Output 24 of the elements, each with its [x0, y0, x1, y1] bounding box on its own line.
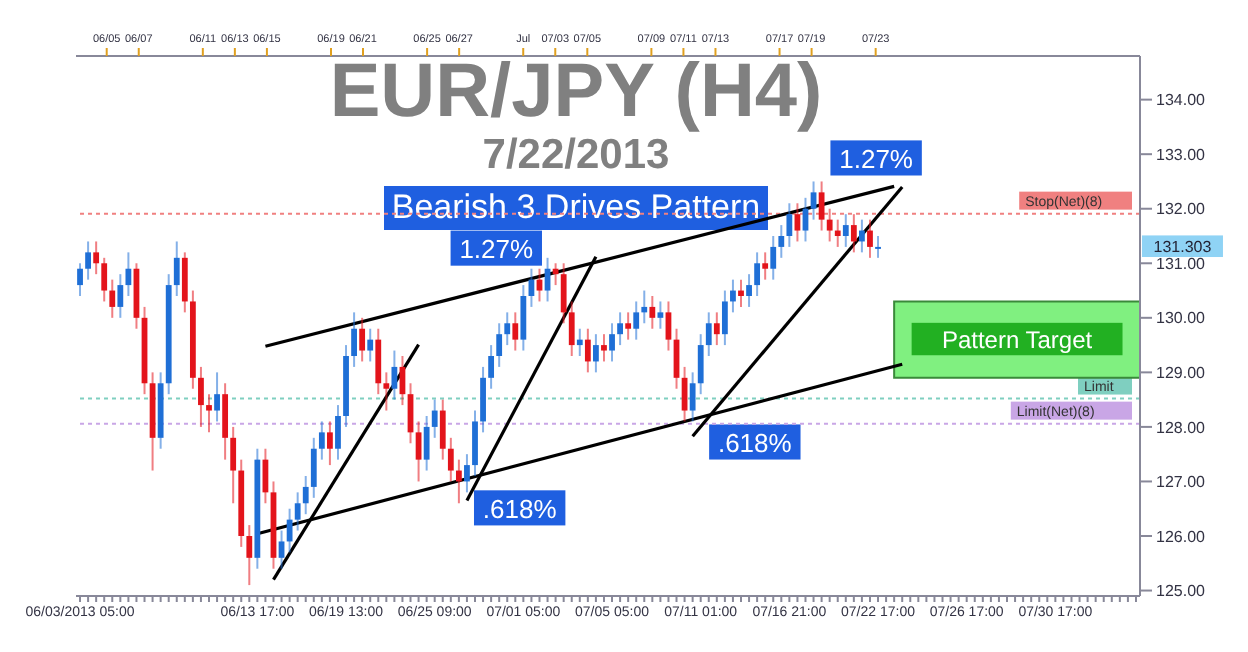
y-tick-label: 133.00: [1156, 145, 1207, 164]
y-tick-label: 127.00: [1156, 473, 1207, 492]
y-tick-label: 129.00: [1156, 364, 1207, 383]
label-tag: 1.27%: [450, 230, 542, 266]
annotation: 1.27%: [459, 233, 535, 264]
y-tick-label: 131.00: [1156, 254, 1207, 273]
label-tag: 1.27%: [830, 140, 922, 176]
text: 7/22/2013: [482, 132, 670, 178]
label-tag: Pattern Target: [911, 322, 1123, 356]
y-tick-label: 134.00: [1156, 91, 1207, 110]
label-tag: .618%: [474, 490, 566, 526]
label-tag: .618%: [709, 424, 801, 460]
y-tick-label: 125.00: [1156, 582, 1207, 601]
annotation: 1.27%: [839, 143, 914, 174]
chart-title: EUR/JPY (H4): [327, 50, 825, 134]
annotation: .618%: [717, 427, 793, 458]
y-tick-label: 126.00: [1156, 527, 1207, 546]
band-label: Pattern Target: [941, 326, 1094, 355]
annotation: Bearish 3 Drives Pattern: [383, 186, 769, 230]
annotation: .618%: [482, 493, 558, 524]
label-tag: 131.303: [1142, 235, 1223, 257]
y-tick-label: 132.00: [1156, 200, 1207, 219]
y-tick-label: 128.00: [1156, 418, 1207, 437]
y-tick-label: 130.00: [1156, 309, 1207, 328]
